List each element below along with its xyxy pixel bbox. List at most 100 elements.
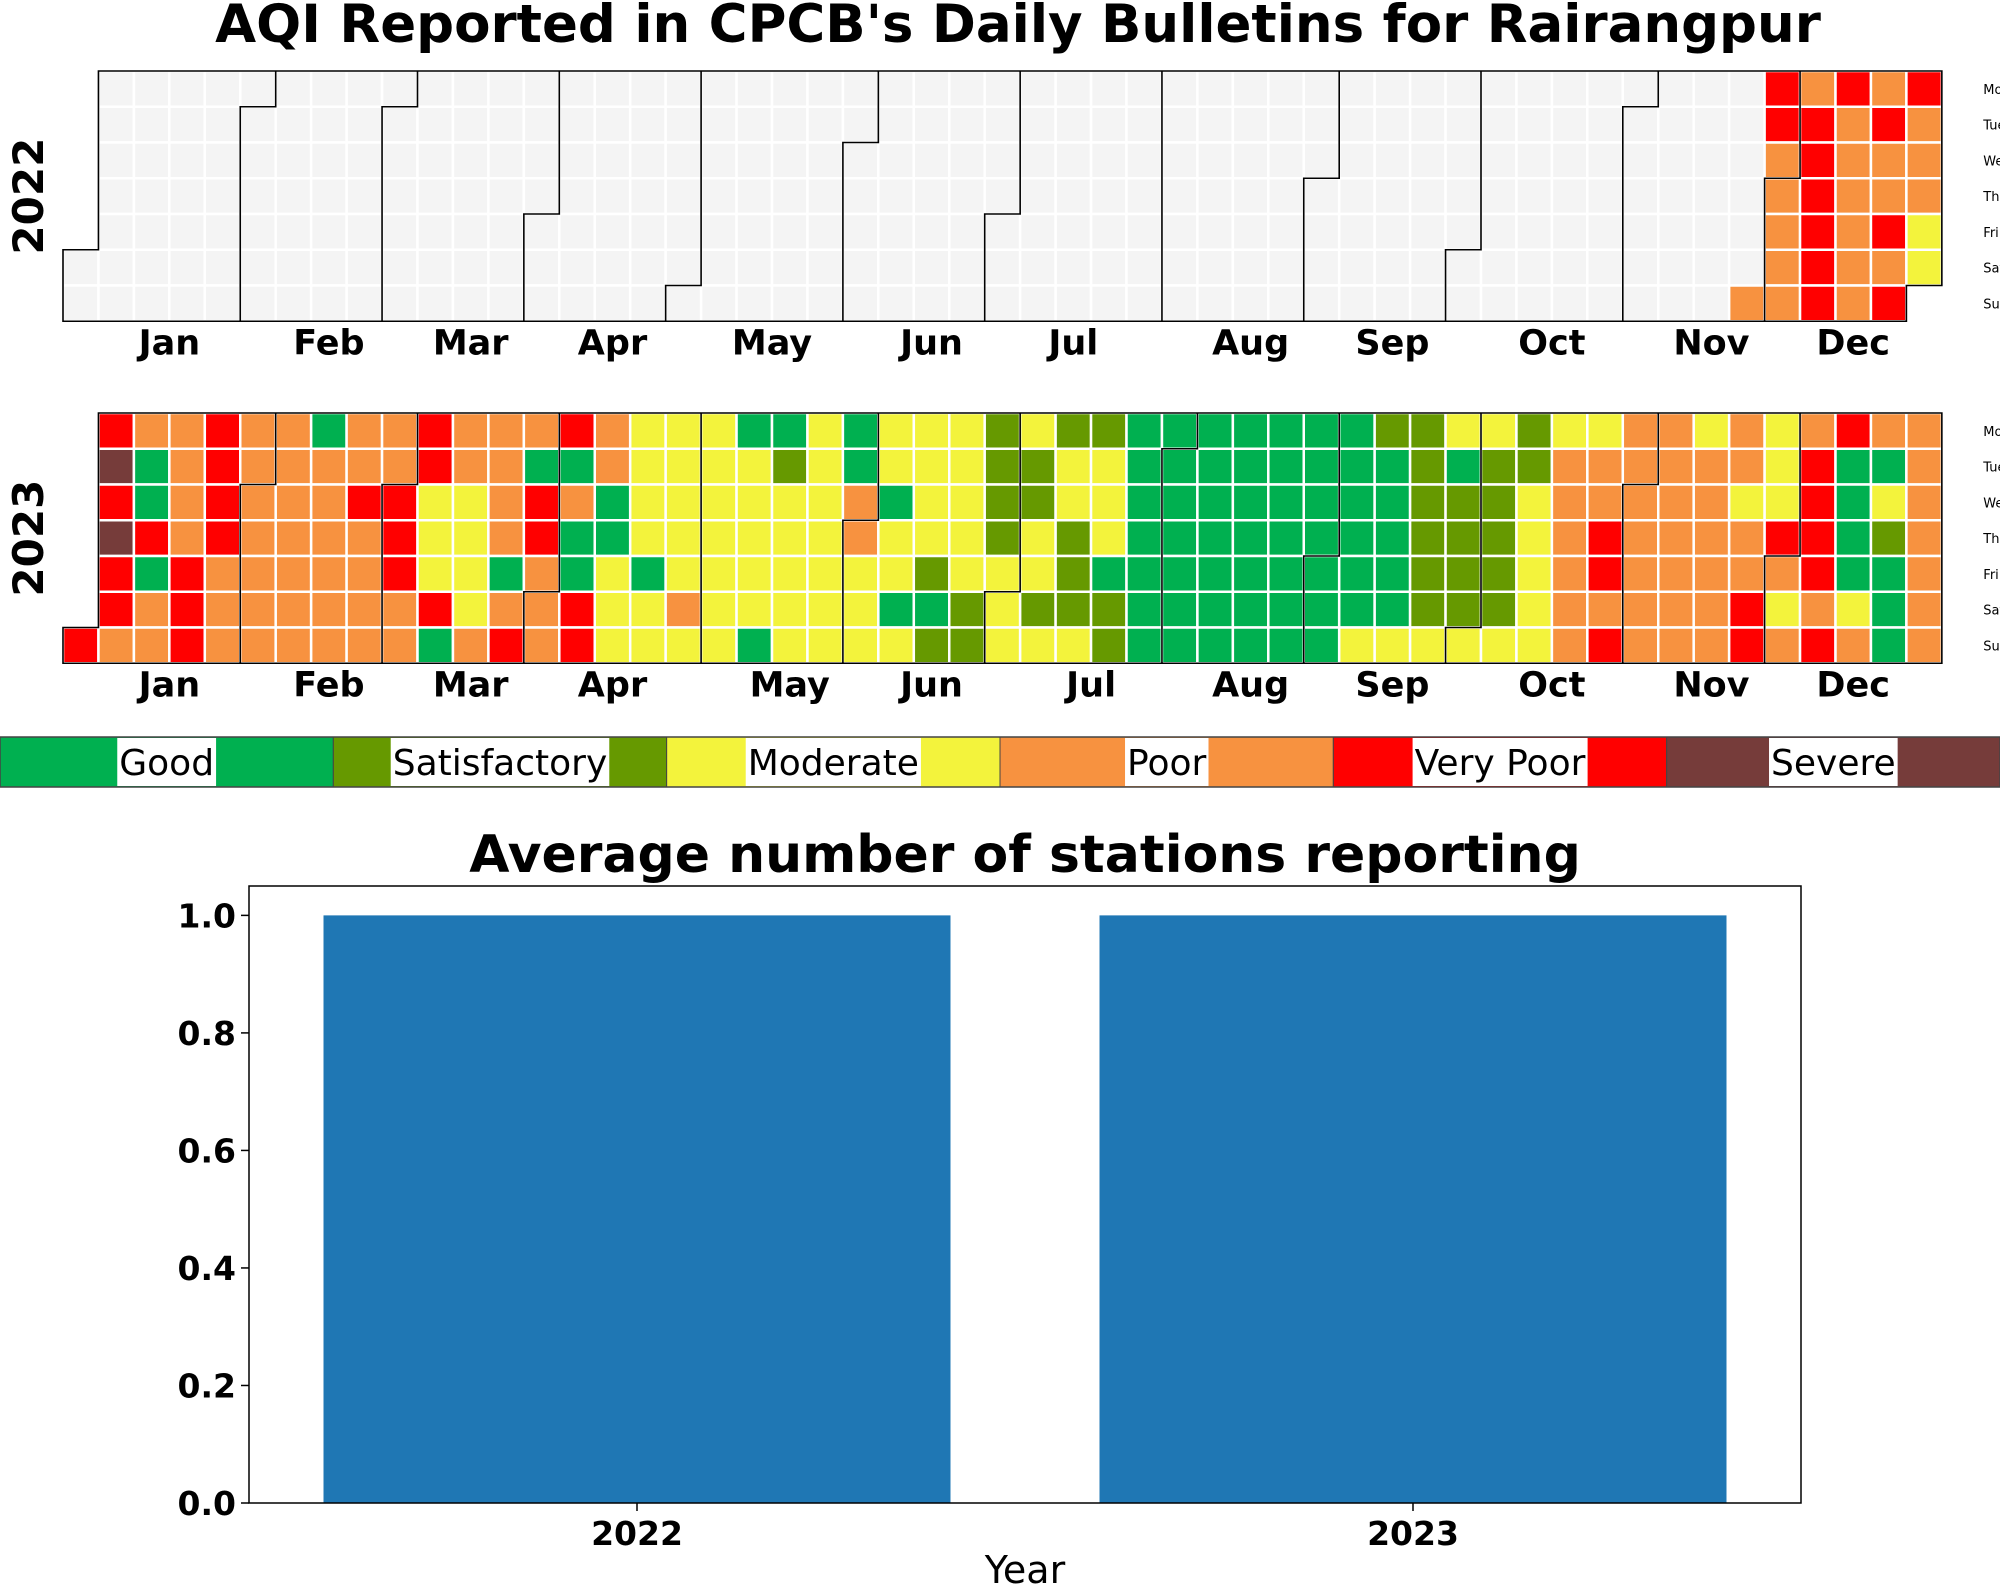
day-cell	[345, 483, 384, 522]
day-cell	[132, 519, 171, 558]
day-cell	[877, 212, 916, 251]
day-cell	[735, 69, 774, 108]
day-cell	[1515, 554, 1554, 593]
day-cell	[97, 483, 136, 522]
day-cell	[1550, 483, 1589, 522]
day-cell	[1798, 447, 1837, 486]
day-cell	[1515, 626, 1554, 665]
day-cell	[522, 483, 561, 522]
day-cell	[345, 248, 384, 287]
day-cell	[1550, 519, 1589, 558]
day-cell	[1479, 447, 1518, 486]
day-cell	[487, 411, 526, 450]
day-cell	[97, 626, 136, 665]
day-cell	[1798, 105, 1837, 144]
day-cell	[309, 411, 348, 450]
month-label-oct: Oct	[1518, 323, 1585, 363]
day-cell	[380, 141, 419, 180]
day-cell	[1160, 141, 1199, 180]
day-cell	[1125, 212, 1164, 251]
day-cell	[1550, 177, 1589, 216]
day-cell	[1798, 554, 1837, 593]
day-cell	[1763, 483, 1802, 522]
day-cell	[380, 212, 419, 251]
day-cell	[877, 519, 916, 558]
day-cell	[1905, 483, 1944, 522]
month-label-aug: Aug	[1212, 665, 1289, 705]
year-outline	[62, 412, 1943, 665]
day-cell	[841, 105, 880, 144]
day-cell	[274, 177, 313, 216]
day-cell	[1763, 248, 1802, 287]
day-cell	[948, 626, 986, 665]
day-cell	[132, 105, 171, 144]
day-cell	[451, 284, 490, 323]
day-cell	[806, 554, 845, 593]
day-cell	[274, 447, 313, 486]
day-cell	[451, 519, 490, 558]
day-cell	[558, 554, 596, 593]
day-cell	[1196, 248, 1235, 287]
day-cell	[1196, 626, 1235, 665]
bar-2023	[1099, 915, 1727, 1503]
day-cell	[274, 519, 313, 558]
day-cell	[451, 483, 490, 522]
day-cell	[1267, 554, 1306, 593]
day-cell	[239, 626, 277, 665]
day-cell	[1302, 212, 1341, 251]
legend-label-very-poor: Very Poor	[1415, 743, 1586, 784]
day-cell	[1302, 447, 1341, 486]
day-cell	[1408, 212, 1447, 251]
day-cell	[203, 105, 242, 144]
day-cell	[1125, 284, 1164, 323]
day-cell	[1621, 69, 1660, 108]
day-cell	[1444, 554, 1483, 593]
weekday-label-tue: Tue	[1982, 461, 2000, 476]
day-cell	[1196, 141, 1235, 180]
day-cell	[877, 483, 916, 522]
day-cell	[1160, 69, 1199, 108]
day-cell	[1196, 554, 1235, 593]
day-cell	[1054, 284, 1093, 323]
day-cell	[345, 69, 384, 108]
day-cell	[1373, 519, 1412, 558]
day-cell	[487, 141, 526, 180]
aqi-legend: Good Satisfactory Moderate Poor Very Poor Sev…	[0, 736, 2000, 788]
day-cell	[1834, 411, 1873, 450]
day-cell	[1444, 284, 1483, 323]
day-cell	[1586, 554, 1625, 593]
day-cell	[451, 105, 490, 144]
month-boundary	[381, 413, 419, 664]
day-cell	[1869, 212, 1908, 251]
day-cell	[1905, 590, 1944, 629]
day-cell	[1692, 141, 1731, 180]
day-cell	[1054, 177, 1093, 216]
day-cell	[735, 554, 774, 593]
day-cell	[380, 626, 419, 665]
day-cell	[345, 284, 384, 323]
day-cell	[558, 248, 596, 287]
day-cell	[1408, 284, 1447, 323]
day-cell	[522, 284, 561, 323]
day-cell	[983, 212, 1022, 251]
legend-label-satisfactory: Satisfactory	[393, 743, 608, 784]
day-cell	[1196, 177, 1235, 216]
day-cell	[912, 447, 951, 486]
day-cell	[132, 141, 171, 180]
day-cell	[1869, 447, 1908, 486]
day-cell	[274, 248, 313, 287]
day-cell	[274, 69, 313, 108]
day-cell	[770, 248, 809, 287]
day-cell	[1657, 284, 1695, 323]
day-cell	[1727, 590, 1766, 629]
weekday-label-fri: Fri	[1983, 226, 1999, 241]
day-cell	[1125, 105, 1164, 144]
month-label-feb: Feb	[293, 665, 364, 705]
day-cell	[168, 590, 207, 629]
day-cell	[1018, 590, 1057, 629]
day-cell	[1337, 590, 1376, 629]
weekday-label-sat: Sat	[1983, 262, 2000, 277]
day-cell	[877, 447, 916, 486]
day-cell	[1869, 626, 1908, 665]
day-cell	[1727, 483, 1766, 522]
